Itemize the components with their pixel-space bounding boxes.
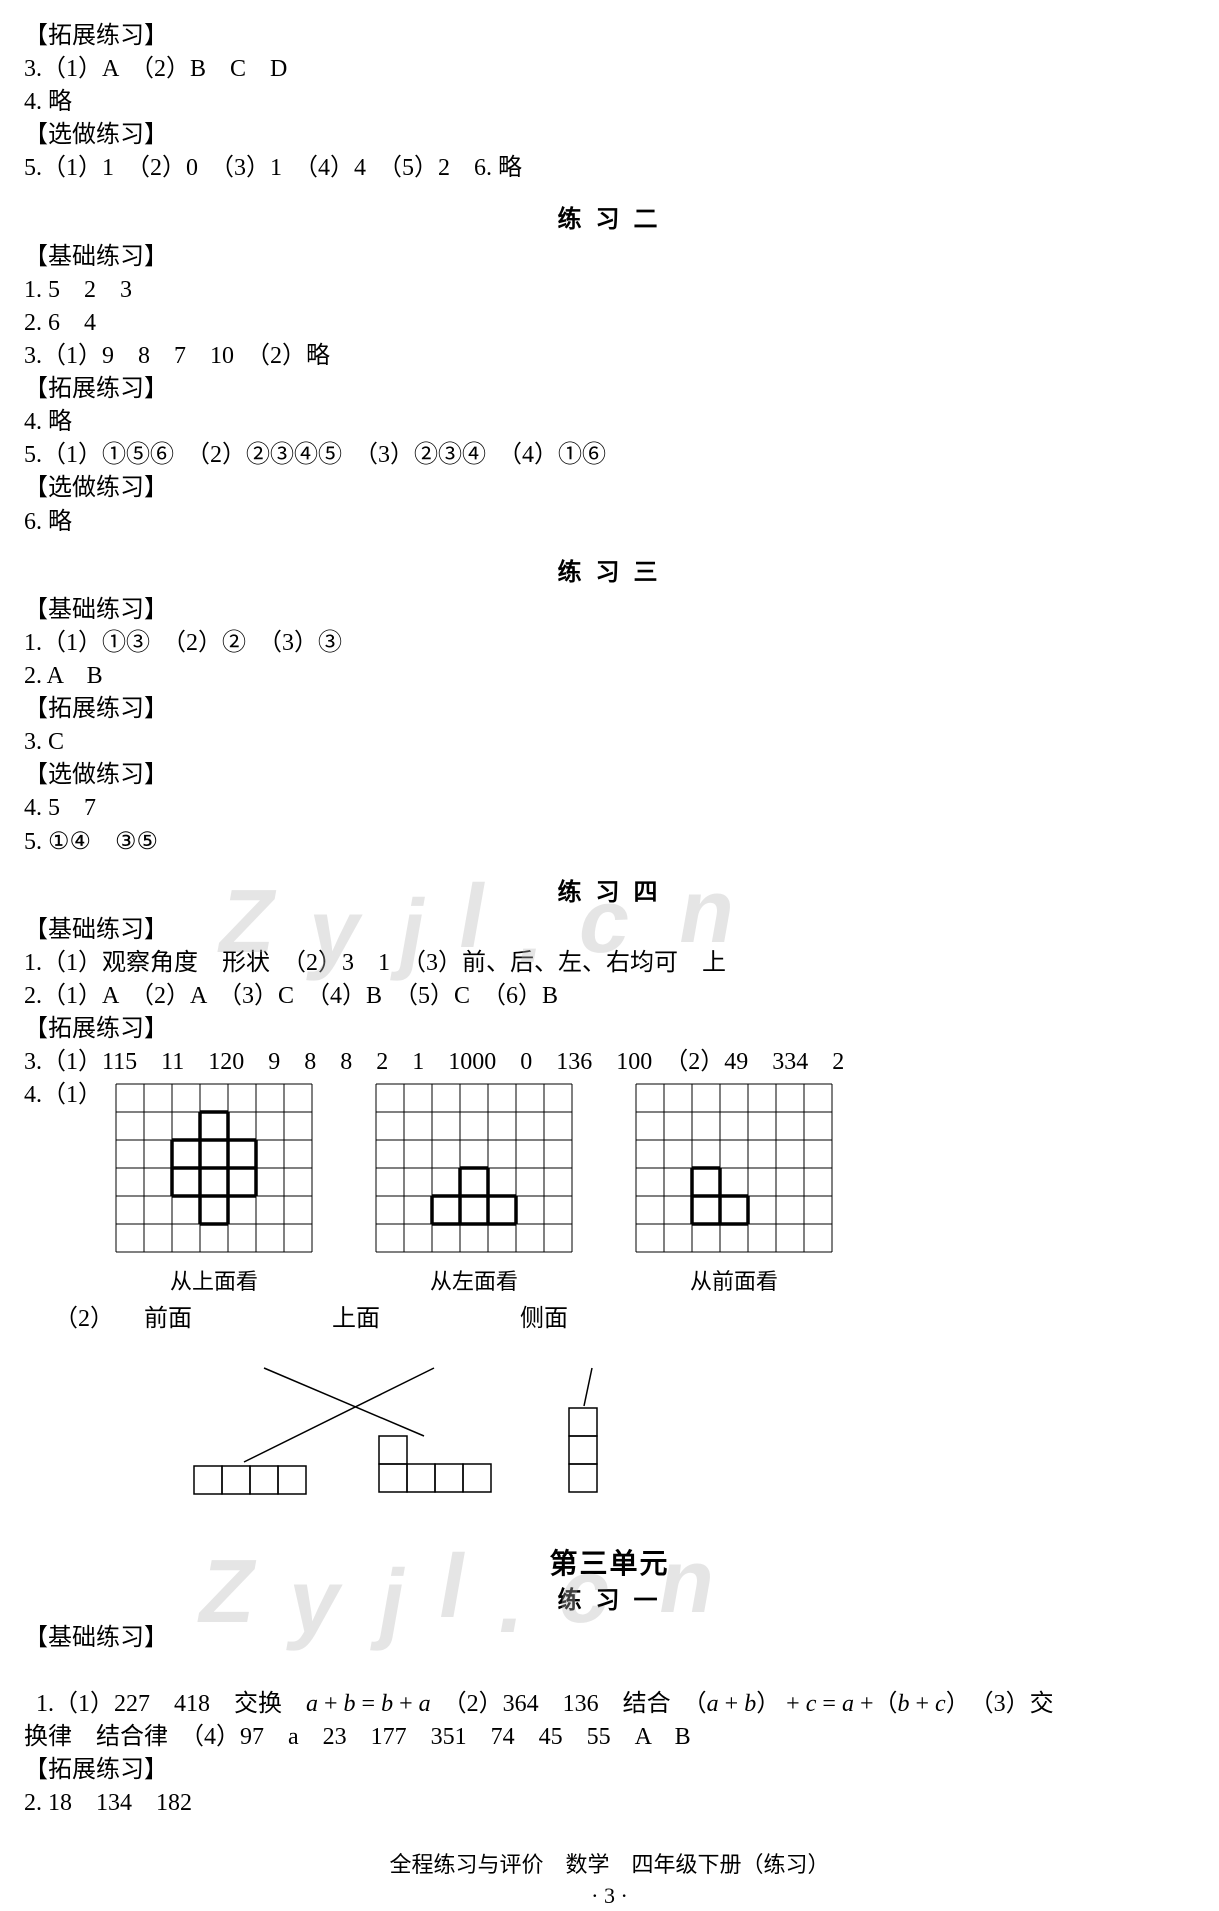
answer-line: 3.（1）115 11 120 9 8 8 2 1 1000 0 136 100… [24,1046,1195,1079]
grid-front-view: 从前面看 [634,1082,834,1296]
grid-svg [374,1082,574,1254]
section-header: 【拓展练习】 [24,1754,1195,1787]
answer-line: 3.（1）A （2）B C D [24,53,1195,86]
exercise-title: 练 习 一 [24,1585,1195,1618]
match-label-top: 上面 [332,1303,380,1336]
answer-line: 4. 略 [24,86,1195,119]
answer-line: 2.（1）A （2）A （3）C （4）B （5）C （6）B [24,980,1195,1013]
match-label-side: 侧面 [520,1303,568,1336]
answer-line: 6. 略 [24,506,1195,539]
grid-top-view: 从上面看 [114,1082,314,1296]
answer-line: 5.（1）①⑤⑥ （2）②③④⑤ （3）②③④ （4）①⑥ [24,439,1195,472]
answer-line: 4. 略 [24,406,1195,439]
answer-line: 1.（1）227 418 交换 a + b = b + a （2）364 136… [24,1655,1195,1721]
section-header: 【拓展练习】 [24,1013,1195,1046]
exercise-title: 练 习 四 [24,877,1195,910]
unit-title: 第三单元 [24,1546,1195,1585]
answer-line: 1.（1）观察角度 形状 （2）3 1 （3）前、后、左、右均可 上 [24,947,1195,980]
answer-line: 1.（1）①③ （2）② （3）③ [24,627,1195,660]
grid-caption: 从前面看 [634,1267,834,1297]
answer-prefix: 4.（1） [24,1079,102,1112]
answer-line: 5. ①④ ③⑤ [24,826,1195,859]
exercise-title: 练 习 二 [24,204,1195,237]
matching-diagram [114,1336,714,1506]
answer-line: 2. 18 134 182 [24,1787,1195,1820]
page-number: · 3 · [24,1881,1195,1911]
footer-text: 全程练习与评价 数学 四年级下册（练习） [24,1850,1195,1880]
grid-caption: 从左面看 [374,1267,574,1297]
answer-line: 2. 6 4 [24,307,1195,340]
section-header: 【基础练习】 [24,914,1195,947]
section-header: 【选做练习】 [24,119,1195,152]
section-header: 【基础练习】 [24,241,1195,274]
grid-svg [634,1082,834,1254]
answer-line: 1. 5 2 3 [24,274,1195,307]
grid-svg [114,1082,314,1254]
answer-line: 3.（1）9 8 7 10 （2）略 [24,340,1195,373]
section-header: 【拓展练习】 [24,693,1195,726]
section-header: 【拓展练习】 [24,373,1195,406]
section-header: 【基础练习】 [24,1622,1195,1655]
answer-line: 2. A B [24,660,1195,693]
grid-caption: 从上面看 [114,1267,314,1297]
answer-line: 换律 结合律 （4）97 a 23 177 351 74 45 55 A B [24,1721,1195,1754]
match-label-front: 前面 [144,1303,192,1336]
answer-line: 4. 5 7 [24,792,1195,825]
grids-container: 从上面看 从左面看 从前面看 [114,1082,1195,1296]
answer-line: 3. C [24,726,1195,759]
grid-left-view: 从左面看 [374,1082,574,1296]
section-header: 【选做练习】 [24,759,1195,792]
section-header: 【选做练习】 [24,472,1195,505]
answer-line: 5.（1）1 （2）0 （3）1 （4）4 （5）2 6. 略 [24,152,1195,185]
exercise-title: 练 习 三 [24,557,1195,590]
section-header: 【基础练习】 [24,594,1195,627]
answer-prefix: （2） [54,1303,114,1336]
section-header: 【拓展练习】 [24,20,1195,53]
